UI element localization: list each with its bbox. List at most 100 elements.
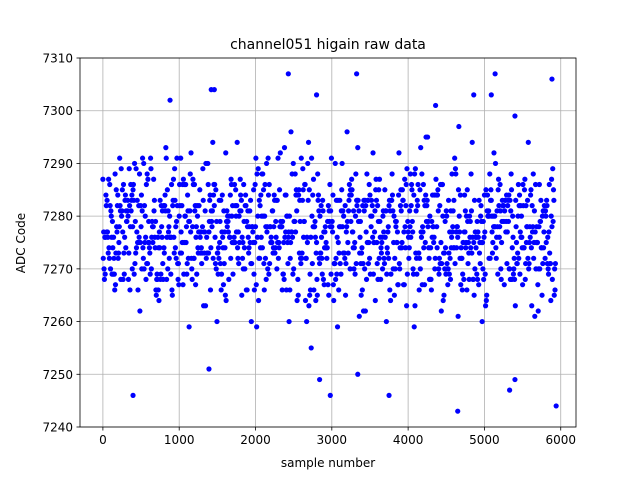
data-point (550, 166, 556, 172)
data-point (236, 260, 242, 267)
data-point (107, 203, 113, 209)
data-point (434, 224, 440, 230)
data-point (455, 234, 461, 240)
data-point (324, 245, 330, 251)
data-point (108, 208, 114, 214)
data-point (112, 171, 118, 177)
data-point (464, 287, 470, 293)
data-point (208, 245, 214, 251)
data-point (215, 250, 221, 256)
data-point (315, 197, 321, 203)
data-point (236, 213, 242, 219)
data-point (160, 260, 166, 267)
data-point (223, 297, 229, 304)
data-point (402, 245, 409, 251)
data-point (332, 160, 338, 167)
data-point (156, 297, 162, 304)
data-point (521, 187, 528, 193)
data-point (202, 229, 208, 235)
data-point (164, 276, 170, 282)
data-point (443, 208, 449, 214)
data-point (540, 260, 546, 267)
data-point (404, 166, 410, 172)
data-point (314, 292, 320, 298)
data-point (139, 208, 145, 214)
data-point (436, 266, 442, 272)
data-point (194, 271, 200, 277)
data-point (312, 218, 318, 225)
data-point (444, 260, 450, 267)
outlier-point (471, 92, 477, 98)
data-point (287, 255, 293, 261)
data-point (505, 203, 511, 209)
data-point (357, 218, 364, 225)
data-point (255, 213, 261, 219)
data-point (531, 255, 537, 261)
data-point (225, 218, 231, 225)
data-point (106, 245, 112, 251)
data-point (455, 187, 462, 193)
data-point (260, 171, 266, 177)
data-point (210, 255, 216, 261)
data-point (218, 197, 224, 203)
data-point (209, 224, 215, 230)
data-point (407, 171, 414, 177)
data-point (552, 266, 558, 272)
data-point (315, 171, 321, 177)
data-point (146, 245, 153, 251)
x-tick-label: 6000 (545, 433, 576, 447)
data-point (141, 203, 148, 209)
data-point (450, 224, 456, 230)
data-point (348, 218, 354, 225)
data-point (368, 197, 375, 203)
data-point (231, 234, 237, 240)
data-point (442, 218, 448, 225)
data-point (366, 181, 372, 188)
data-point (369, 213, 375, 219)
data-point (477, 260, 483, 267)
y-tick-label: 7290 (42, 157, 73, 171)
data-point (408, 234, 414, 240)
data-point (211, 203, 217, 209)
data-point (299, 197, 306, 203)
data-point (279, 287, 285, 293)
data-point (318, 234, 325, 240)
data-point (158, 271, 164, 277)
data-point (276, 245, 282, 251)
data-point (133, 250, 139, 256)
data-point (300, 166, 306, 172)
data-point (343, 260, 349, 267)
data-point (412, 166, 418, 172)
data-point (294, 297, 300, 304)
x-tick-label: 4000 (393, 433, 424, 447)
data-point (501, 282, 507, 288)
data-point (507, 266, 513, 272)
data-point (374, 239, 380, 246)
data-point (471, 292, 477, 298)
data-point (245, 234, 251, 240)
data-point (421, 282, 428, 288)
data-point (343, 229, 349, 235)
data-point (351, 266, 357, 272)
data-point (274, 266, 280, 272)
data-point (125, 276, 132, 282)
data-point (147, 155, 154, 161)
data-point (470, 276, 476, 282)
data-point (421, 245, 427, 251)
data-point (385, 224, 391, 230)
data-point (345, 250, 351, 256)
data-point (170, 203, 176, 209)
data-point (134, 197, 140, 203)
data-point (292, 218, 298, 225)
data-point (536, 181, 542, 188)
axis-ticks: 0 1000 2000 3000 4000 5000 6000 7240 7250 7260 727… (42, 52, 576, 448)
data-point (461, 192, 468, 198)
data-point (308, 345, 314, 351)
data-point (434, 192, 441, 198)
data-point (540, 245, 547, 251)
data-point (484, 292, 490, 298)
data-point (497, 208, 504, 214)
data-point (157, 197, 163, 203)
data-point (498, 266, 504, 272)
data-point (175, 276, 181, 282)
